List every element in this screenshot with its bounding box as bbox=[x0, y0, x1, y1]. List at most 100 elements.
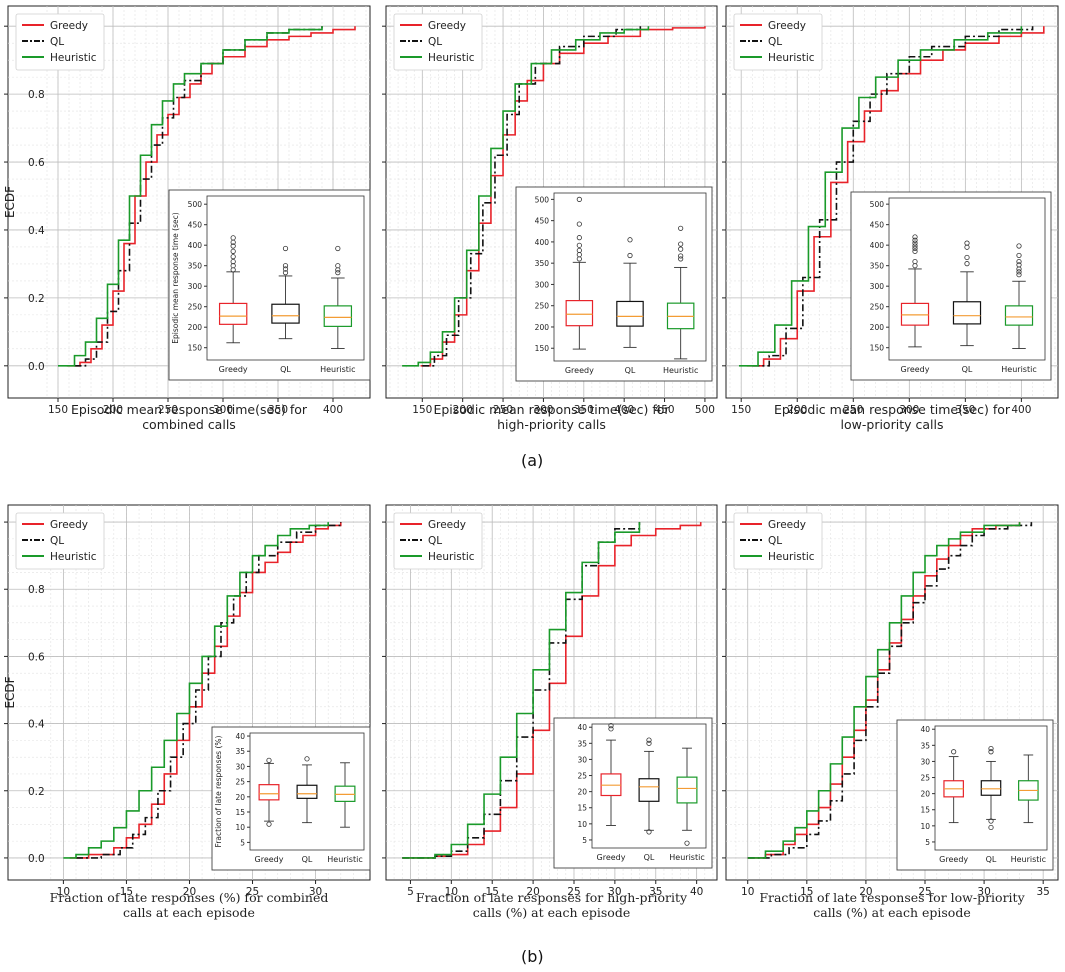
inset-y-tick-label: 25 bbox=[577, 772, 587, 781]
inset-y-tick-label: 30 bbox=[577, 755, 587, 764]
legend-label: QL bbox=[50, 535, 64, 547]
outlier-point bbox=[646, 737, 652, 743]
inset-y-tick-label: 500 bbox=[870, 200, 885, 209]
x-tick-label: 35 bbox=[649, 886, 662, 898]
x-tick-label: 150 bbox=[731, 404, 751, 416]
inset-y-tick-label: 5 bbox=[240, 838, 245, 847]
legend-label: QL bbox=[50, 36, 64, 48]
outlier-point bbox=[335, 263, 341, 269]
outlier-point bbox=[1016, 252, 1022, 259]
y-tick-label: 0.0 bbox=[28, 361, 45, 373]
inset-category-label: Greedy bbox=[219, 365, 248, 374]
outlier-point bbox=[576, 221, 582, 227]
inset-y-tick-label: 30 bbox=[920, 757, 930, 766]
inset-y-tick-label: 40 bbox=[577, 723, 587, 732]
outlier-point bbox=[912, 234, 918, 240]
inset-y-tick-label: 5 bbox=[925, 838, 930, 847]
outlier-point bbox=[627, 252, 633, 259]
inset-y-tick-label: 10 bbox=[920, 822, 930, 831]
box-heuristic bbox=[323, 305, 353, 327]
inset-category-label: QL bbox=[280, 365, 291, 374]
x-axis-label: Fraction of late responses for high-prio… bbox=[416, 890, 688, 905]
panel-a2: 150 200 250 300 350 400 450 500 Episodic mean re… bbox=[382, 5, 718, 432]
inset-category-label: Greedy bbox=[901, 365, 930, 374]
x-tick-label: 30 bbox=[608, 886, 621, 898]
inset-y-tick-label: 15 bbox=[577, 804, 587, 813]
inset-axes bbox=[206, 195, 365, 361]
x-tick-label: 350 bbox=[574, 404, 594, 416]
outlier-point bbox=[678, 225, 684, 231]
x-axis-label: low-priority calls bbox=[841, 417, 944, 432]
outlier-point bbox=[912, 243, 918, 249]
inset-y-tick-label: 400 bbox=[535, 238, 550, 247]
outlier-point bbox=[230, 235, 236, 241]
x-tick-label: 250 bbox=[843, 404, 863, 416]
x-tick-label: 10 bbox=[741, 886, 754, 898]
x-axis-label: Episodic mean response time(sec) for bbox=[774, 402, 1011, 417]
x-tick-label: 5 bbox=[407, 886, 414, 898]
inset-boxplot: 5 10 15 20 25 30 35 40 Greedy QL Heuristic bbox=[553, 717, 713, 869]
inset-y-tick-label: 150 bbox=[535, 344, 550, 353]
inset-y-label: Episodic mean response time (sec) bbox=[171, 212, 180, 343]
y-tick-label: 0.0 bbox=[28, 853, 45, 865]
ecdf-line-heuristic bbox=[402, 522, 641, 859]
outlier-point bbox=[282, 270, 289, 276]
x-tick-label: 300 bbox=[533, 404, 553, 416]
outlier-point bbox=[678, 256, 684, 262]
inset-y-tick-label: 350 bbox=[535, 259, 550, 268]
ecdf-line-greedy bbox=[746, 26, 1045, 367]
outlier-point bbox=[951, 749, 957, 755]
panel-b3: 10 15 20 25 30 35 Fraction of late responses f… bbox=[722, 504, 1059, 920]
outlier-point bbox=[988, 824, 994, 831]
x-axis-label: calls at each episode bbox=[123, 905, 255, 920]
x-tick-label: 20 bbox=[183, 886, 196, 898]
ecdf-line-heuristic bbox=[738, 26, 1023, 367]
inset-y-label: Fraction of late responses (%) bbox=[214, 735, 223, 847]
x-tick-label: 25 bbox=[918, 886, 931, 898]
inset-y-tick-label: 450 bbox=[870, 221, 885, 230]
outlier-point bbox=[282, 266, 289, 272]
outlier-point bbox=[1016, 272, 1022, 278]
x-tick-label: 200 bbox=[103, 404, 123, 416]
ecdf-line-ql bbox=[76, 522, 342, 859]
inset-category-label: Greedy bbox=[597, 853, 626, 862]
x-tick-label: 15 bbox=[486, 886, 499, 898]
inset-boxplot: 150 200 250 300 350 400 450 500 Episodic mean re… bbox=[168, 189, 371, 381]
x-tick-label: 400 bbox=[323, 404, 343, 416]
x-tick-label: 200 bbox=[453, 404, 473, 416]
x-axis-label: Episodic mean response time(sec) for bbox=[71, 402, 308, 417]
outlier-point bbox=[912, 237, 918, 243]
inset-boxplot: 5 10 15 20 25 30 35 40 Fraction of late response… bbox=[211, 726, 371, 871]
outlier-point bbox=[678, 241, 684, 247]
inset-y-tick-label: 250 bbox=[188, 303, 203, 312]
inset-y-tick-label: 450 bbox=[535, 217, 550, 226]
x-tick-label: 25 bbox=[567, 886, 580, 898]
outlier-point bbox=[988, 818, 994, 824]
legend-label: QL bbox=[428, 36, 442, 48]
box-greedy bbox=[565, 300, 594, 327]
inset-category-label: QL bbox=[625, 366, 636, 375]
x-tick-label: 10 bbox=[445, 886, 458, 898]
inset-y-tick-label: 35 bbox=[920, 741, 930, 750]
panel-a1: 1502002503003504000.00.20.40.60.81.0ECDF… bbox=[3, 5, 371, 432]
legend-label: Heuristic bbox=[428, 551, 475, 563]
outlier-point bbox=[684, 840, 690, 846]
inset-y-tick-label: 25 bbox=[920, 774, 930, 783]
outlier-point bbox=[627, 237, 633, 243]
x-tick-label: 20 bbox=[526, 886, 539, 898]
inset-boxplot: 150 200 250 300 350 400 450 500 Greedy QL Heuristi… bbox=[850, 191, 1052, 381]
inset-y-tick-label: 500 bbox=[535, 195, 550, 204]
x-tick-label: 20 bbox=[859, 886, 872, 898]
legend-label: Heuristic bbox=[50, 551, 97, 563]
box-ql bbox=[271, 303, 300, 324]
outlier-point bbox=[304, 756, 310, 762]
x-tick-label: 250 bbox=[158, 404, 178, 416]
outlier-point bbox=[266, 757, 272, 763]
inset-y-tick-label: 250 bbox=[870, 303, 885, 312]
outlier-point bbox=[646, 829, 652, 835]
inset-y-tick-label: 300 bbox=[535, 280, 550, 289]
x-tick-label: 400 bbox=[1011, 404, 1031, 416]
x-tick-label: 500 bbox=[695, 404, 715, 416]
